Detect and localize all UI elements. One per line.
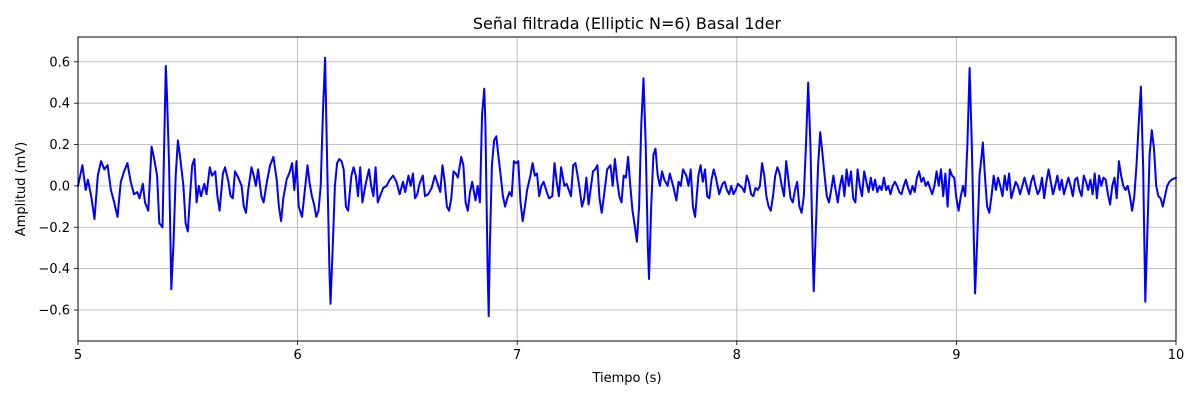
y-axis: −0.6 −0.4 −0.2 0.0 0.2 0.4 0.6 xyxy=(38,55,78,318)
y-tick-label: 0.0 xyxy=(49,179,70,194)
x-axis-label: Tiempo (s) xyxy=(591,371,661,386)
y-axis-label: Amplitud (mV) xyxy=(14,142,29,236)
chart-title: Señal filtrada (Elliptic N=6) Basal 1der xyxy=(473,14,782,33)
y-tick-label: 0.4 xyxy=(49,97,70,112)
y-tick-label: 0.6 xyxy=(49,55,70,70)
y-tick-label: −0.6 xyxy=(38,303,70,318)
plot-frame xyxy=(77,36,1177,342)
x-tick-label: 7 xyxy=(513,348,521,363)
signal-line xyxy=(77,56,1177,318)
x-tick-label: 5 xyxy=(74,348,82,363)
x-tick-label: 6 xyxy=(293,348,301,363)
x-tick-label: 10 xyxy=(1168,348,1185,363)
x-tick-label: 8 xyxy=(733,348,741,363)
y-tick-label: −0.4 xyxy=(38,262,70,277)
x-tick-label: 9 xyxy=(952,348,960,363)
x-axis: 5 6 7 8 9 10 xyxy=(74,341,1184,363)
series-layer xyxy=(77,56,1177,318)
y-tick-label: 0.2 xyxy=(49,138,70,153)
y-tick-label: −0.2 xyxy=(38,221,70,236)
